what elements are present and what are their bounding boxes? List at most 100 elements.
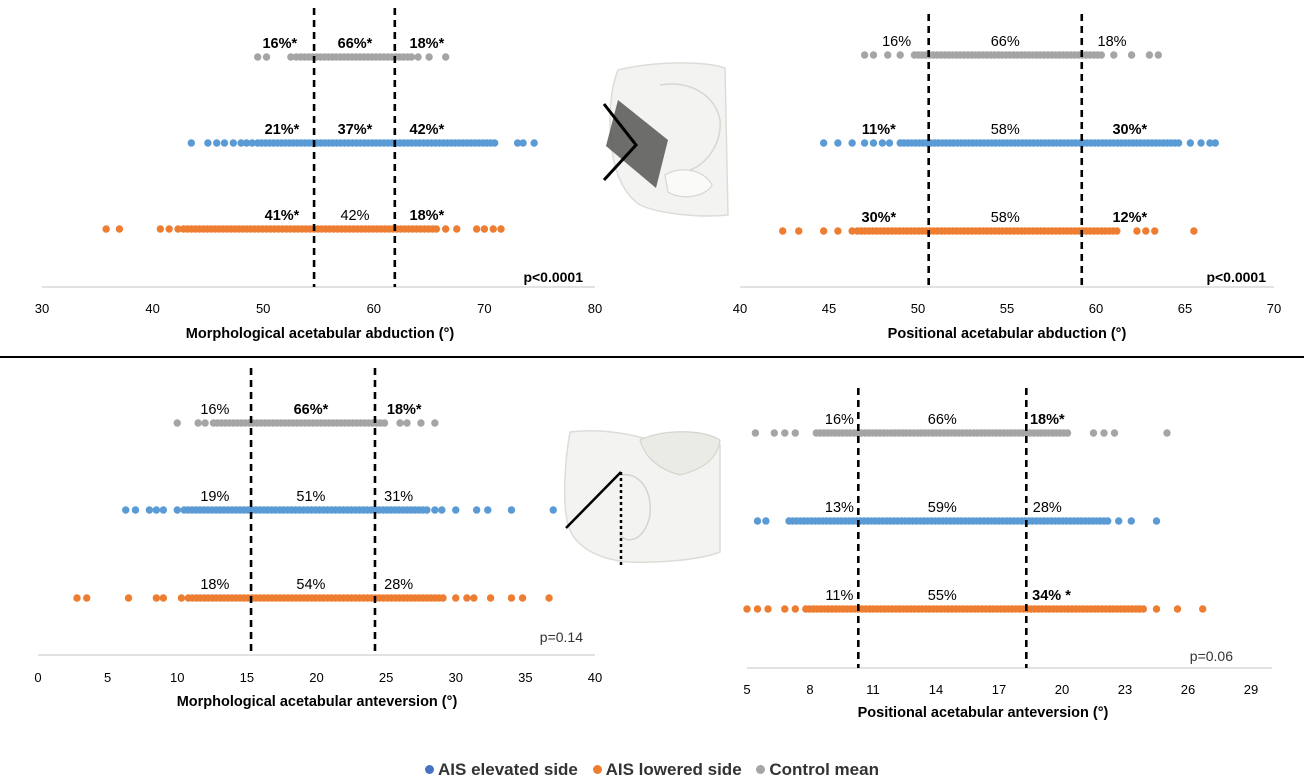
pos-anteversion-lowered-outlier-4	[791, 605, 799, 613]
pos-abduction-tick-label-6: 70	[1267, 301, 1281, 316]
morph-anteversion-elevated-outlier-0	[122, 506, 130, 514]
morph-anteversion-control-pct-label-2: 18%*	[387, 402, 422, 418]
morph-abduction-tick-label-5: 80	[588, 301, 602, 316]
pos-anteversion-tick-label-5: 20	[1055, 682, 1069, 697]
morph-anteversion-lowered-outlier-2	[124, 594, 133, 602]
morph-anteversion-lowered-outlier-8	[470, 594, 478, 602]
pos-anteversion-p-value: p=0.06	[1190, 648, 1233, 664]
morph-anteversion-tick-label-3: 15	[240, 670, 254, 685]
morph-abduction-lowered-outlier-6	[453, 225, 461, 233]
pos-abduction-control-outlier-2	[884, 51, 892, 59]
pelvis-anteversion-illustration	[563, 430, 721, 565]
morph-abduction-control-outlier-4	[414, 53, 422, 61]
morph-anteversion-tick-label-7: 35	[518, 670, 532, 685]
pos-anteversion-elevated-outlier-3	[1127, 517, 1136, 525]
morph-anteversion-lowered-outlier-11	[518, 594, 527, 602]
morph-abduction-lowered-point-64	[432, 225, 441, 233]
morph-abduction-lowered-outlier-2	[156, 225, 165, 233]
pos-abduction-lowered-outlier-1	[795, 227, 803, 235]
morph-anteversion-elevated-pct-label-1: 51%	[296, 489, 325, 505]
morph-abduction-elevated-outlier-6	[242, 139, 251, 147]
morph-abduction-tick-label-1: 40	[145, 301, 159, 316]
morph-anteversion-control-outlier-4	[403, 419, 411, 427]
pos-anteversion-lowered-outlier-2	[764, 605, 772, 613]
pos-anteversion-control-outlier-5	[1100, 429, 1108, 437]
pos-anteversion-control-outlier-4	[1089, 429, 1098, 437]
pos-abduction-elevated-pct-label-0: 11%*	[862, 122, 896, 138]
pos-abduction-elevated-outlier-5	[878, 139, 887, 147]
morph-anteversion-x-axis-label: Morphological acetabular anteversion (°)	[177, 694, 458, 710]
pos-abduction-control-outlier-4	[1110, 51, 1118, 59]
morph-anteversion-lowered-outlier-5	[177, 594, 186, 602]
pos-anteversion-elevated-pct-label-0: 13%	[825, 500, 854, 516]
morph-anteversion-control-outlier-5	[417, 419, 425, 427]
pos-abduction-elevated-pct-label-2: 30%*	[1112, 122, 1147, 138]
morph-anteversion-lowered-outlier-12	[545, 594, 553, 602]
morph-anteversion-elevated-outlier-3	[152, 506, 161, 514]
pos-abduction-control-outlier-5	[1127, 51, 1136, 59]
morph-abduction-elevated-outlier-0	[187, 139, 196, 147]
morph-anteversion-elevated-outlier-5	[173, 506, 181, 514]
pos-abduction-elevated-pct-label-1: 58%	[991, 122, 1020, 138]
pos-anteversion-elevated-pct-label-1: 59%	[928, 500, 957, 516]
pos-abduction-elevated-outlier-1	[834, 139, 842, 147]
morph-abduction-elevated-outlier-5	[237, 139, 245, 147]
morph-abduction-control-outlier-3	[292, 53, 301, 61]
pos-anteversion-tick-label-4: 17	[992, 682, 1006, 697]
pos-abduction-elevated-outlier-4	[869, 139, 878, 147]
pos-abduction-lowered-pct-label-0: 30%*	[862, 210, 897, 226]
morph-abduction-lowered-outlier-5	[441, 225, 450, 233]
pos-abduction-control-pct-label-1: 66%	[991, 34, 1020, 50]
morph-abduction-lowered-outlier-8	[480, 225, 489, 233]
morph-anteversion-tick-label-0: 0	[34, 670, 41, 685]
pos-anteversion-control-pct-label-0: 16%	[825, 412, 854, 428]
morph-abduction-lowered-outlier-1	[115, 225, 124, 233]
pos-anteversion-elevated-outlier-2	[1115, 517, 1123, 525]
morph-abduction-elevated-outlier-4	[229, 139, 238, 147]
pos-anteversion-control-outlier-7	[1163, 429, 1171, 437]
morph-anteversion-lowered-outlier-9	[486, 594, 495, 602]
morph-anteversion-elevated-outlier-1	[131, 506, 140, 514]
pos-abduction-lowered-outlier-6	[1142, 227, 1150, 235]
pos-anteversion-tick-label-8: 29	[1244, 682, 1258, 697]
pos-abduction-tick-label-1: 45	[822, 301, 836, 316]
pos-anteversion-control-outlier-6	[1110, 429, 1119, 437]
pos-abduction-elevated-point-73	[1174, 139, 1183, 147]
pos-anteversion-elevated-point-85	[1104, 517, 1112, 525]
pos-abduction-control-outlier-0	[860, 51, 869, 59]
morph-anteversion-tick-label-5: 25	[379, 670, 393, 685]
pos-abduction-tick-label-5: 65	[1178, 301, 1192, 316]
morph-anteversion-lowered-point-64	[439, 594, 447, 602]
pos-abduction-control-point-49	[1097, 51, 1106, 59]
morph-anteversion-elevated-outlier-6	[431, 506, 439, 514]
pos-abduction-lowered-outlier-3	[834, 227, 842, 235]
morph-anteversion-control-pct-label-0: 16%	[200, 402, 229, 418]
pos-anteversion-lowered-point-90	[1139, 605, 1148, 613]
pos-abduction-control-outlier-6	[1145, 51, 1154, 59]
morph-anteversion-control-outlier-3	[396, 419, 404, 427]
morph-anteversion-elevated-outlier-9	[472, 506, 481, 514]
pos-abduction-lowered-outlier-4	[848, 227, 856, 235]
morph-abduction-tick-label-2: 50	[256, 301, 270, 316]
morph-anteversion-lowered-outlier-4	[159, 594, 168, 602]
morph-anteversion-lowered-outlier-10	[507, 594, 516, 602]
morph-abduction-lowered-outlier-3	[165, 225, 173, 233]
morph-abduction-elevated-pct-label-1: 37%*	[338, 122, 373, 138]
morph-abduction-lowered-pct-label-0: 41%*	[265, 208, 300, 224]
morph-abduction-elevated-pct-label-2: 42%*	[410, 122, 445, 138]
pos-anteversion-tick-label-6: 23	[1118, 682, 1132, 697]
pos-abduction-lowered-pct-label-2: 12%*	[1112, 210, 1147, 226]
pos-anteversion-elevated-outlier-0	[753, 517, 762, 525]
morph-abduction-lowered-outlier-4	[174, 225, 182, 233]
morph-abduction-elevated-outlier-2	[213, 139, 221, 147]
pos-abduction-lowered-outlier-2	[819, 227, 828, 235]
morph-abduction-control-pct-label-2: 18%*	[410, 36, 445, 52]
pos-abduction-elevated-outlier-7	[1186, 139, 1195, 147]
morph-abduction-lowered-pct-label-1: 42%	[340, 208, 369, 224]
pos-anteversion-elevated-outlier-4	[1152, 517, 1161, 525]
morph-anteversion-tick-label-1: 5	[104, 670, 111, 685]
morph-abduction-tick-label-0: 30	[35, 301, 49, 316]
legend-label-control: Control mean	[769, 760, 879, 779]
pos-anteversion-elevated-pct-label-2: 28%	[1033, 500, 1062, 516]
morph-abduction-lowered-outlier-9	[489, 225, 497, 233]
